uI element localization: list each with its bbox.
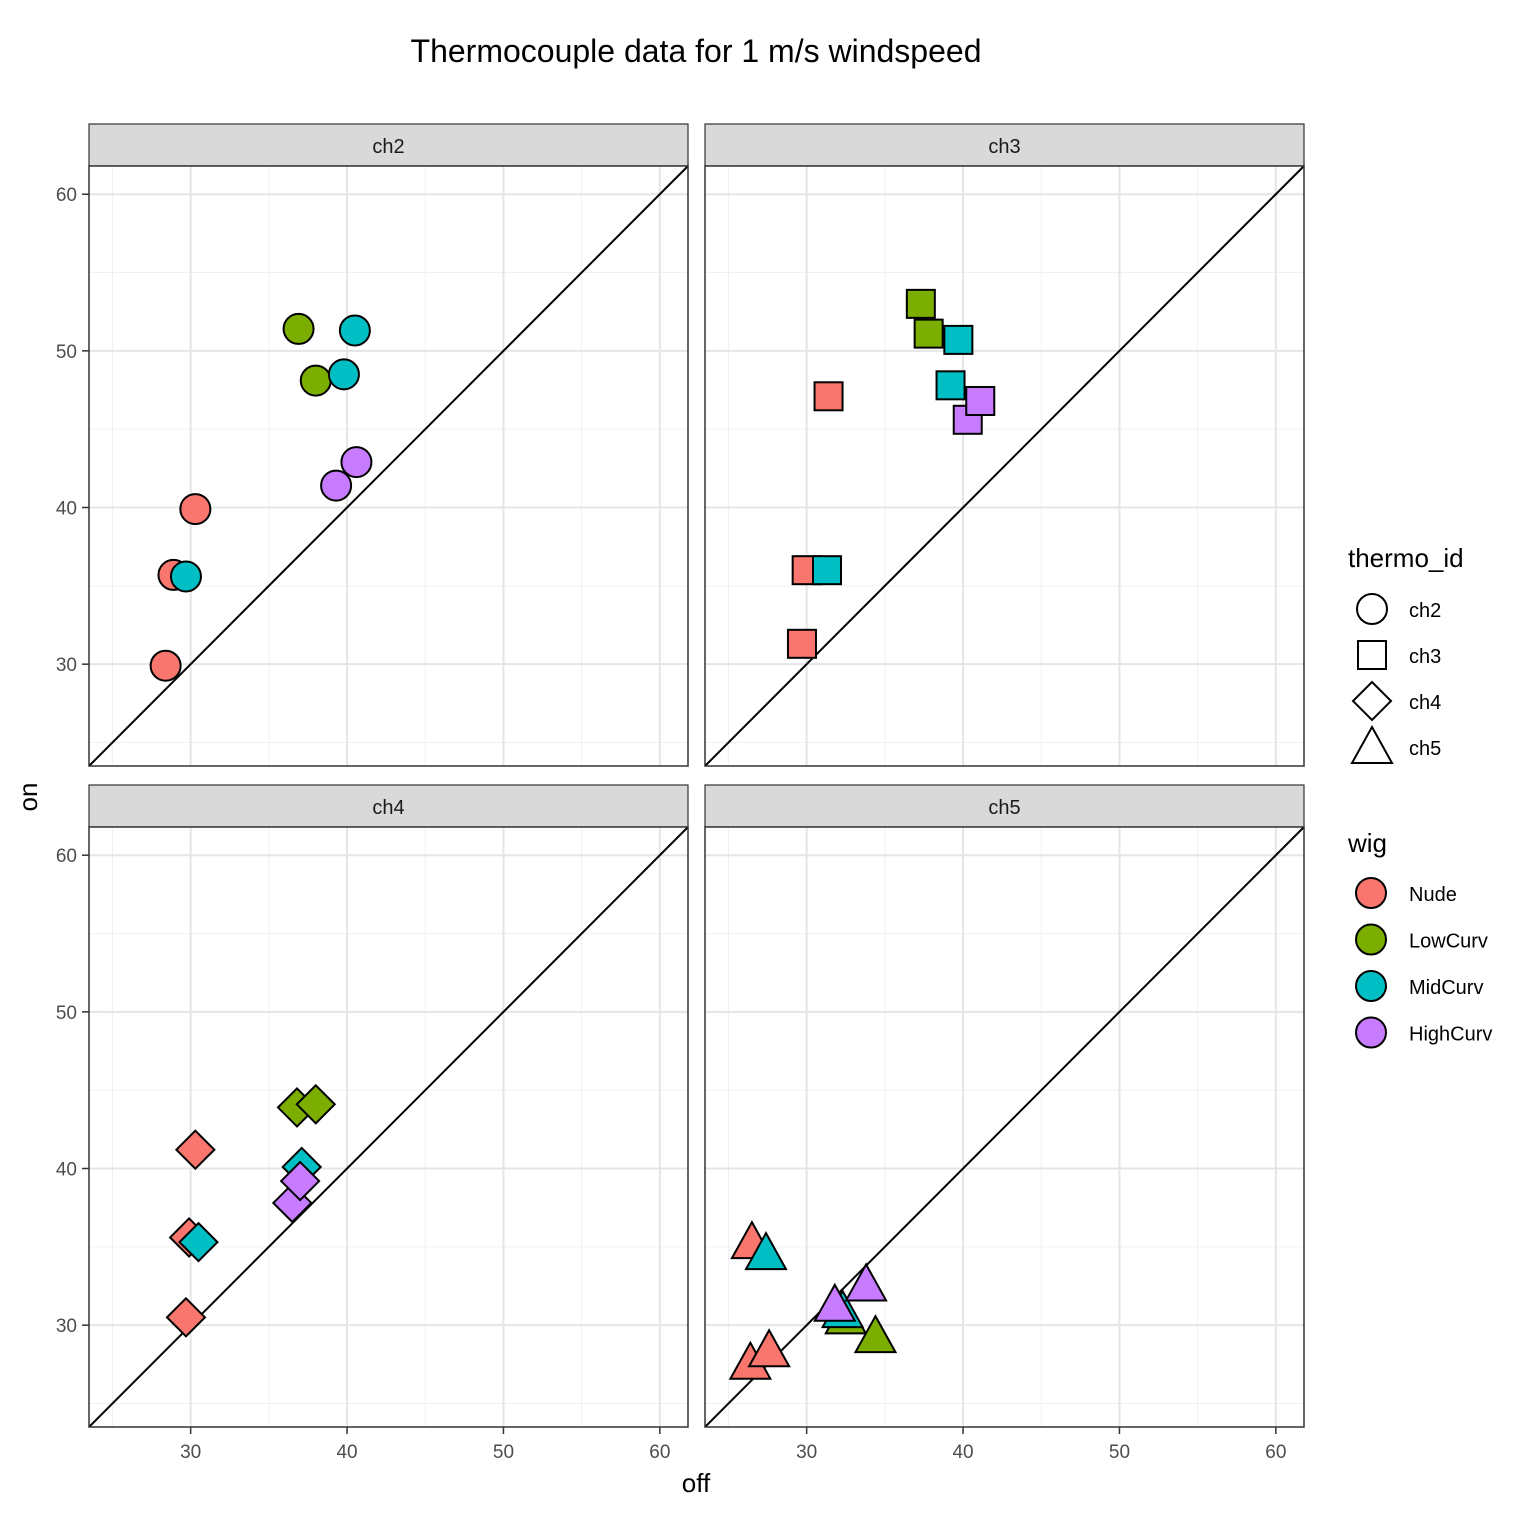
legend: thermo_id ch2 ch3 ch4 ch5 wig Nude LowCurv MidCu… — [1347, 543, 1492, 1049]
data-point — [747, 1328, 791, 1368]
data-point — [165, 1296, 207, 1338]
facet-strip-label: ch5 — [988, 797, 1020, 819]
data-point — [178, 1221, 219, 1263]
y-axis-title: on — [13, 783, 43, 812]
identity-line — [704, 826, 1305, 1428]
data-point — [811, 555, 842, 586]
y-tick-label: 60 — [56, 185, 77, 206]
legend-key-Nude — [1355, 877, 1387, 909]
y-tick-label: 40 — [56, 1160, 77, 1181]
data-point — [744, 1231, 788, 1271]
x-tick-label: 60 — [649, 1442, 670, 1463]
data-point — [340, 446, 373, 479]
y-tick-label: 30 — [56, 1316, 77, 1337]
data-point — [853, 1314, 898, 1354]
facet-strip — [88, 784, 689, 828]
legend-key-ch5 — [1350, 724, 1394, 764]
data-point — [179, 493, 212, 526]
data-point — [279, 1160, 321, 1202]
x-tick-label: 50 — [493, 1442, 514, 1463]
legend-key-LowCurv — [1355, 923, 1387, 956]
legend-label-HighCurv: HighCurv — [1409, 1024, 1492, 1046]
chart-title: Thermocouple data for 1 m/s windspeed — [411, 33, 982, 69]
panel-border — [88, 826, 689, 1428]
legend-label-Nude: Nude — [1409, 884, 1457, 906]
data-point — [935, 370, 966, 401]
legend-key-ch2 — [1356, 593, 1388, 625]
y-tick-label: 40 — [56, 499, 77, 520]
x-tick-label: 40 — [336, 1442, 357, 1463]
x-axis-title: off — [682, 1468, 711, 1498]
legend-key-HighCurv — [1355, 1016, 1387, 1049]
x-tick-label: 30 — [180, 1442, 201, 1463]
data-point — [299, 364, 332, 397]
identity-line — [704, 165, 1305, 767]
legend-key-ch3 — [1357, 640, 1387, 670]
data-point — [282, 312, 315, 345]
y-tick-label: 50 — [56, 342, 77, 363]
x-tick-label: 50 — [1109, 1442, 1130, 1463]
legend-title-wig: wig — [1347, 828, 1387, 858]
data-point — [965, 385, 996, 416]
x-tick-label: 40 — [952, 1442, 973, 1463]
legend-label-ch3: ch3 — [1409, 646, 1441, 668]
data-point — [905, 288, 936, 319]
data-point — [943, 324, 974, 355]
data-point — [786, 628, 817, 659]
legend-label-ch5: ch5 — [1409, 738, 1441, 760]
facet-strip — [704, 123, 1305, 167]
x-tick-label: 60 — [1265, 1442, 1286, 1463]
data-point — [338, 314, 371, 347]
data-point — [320, 469, 353, 502]
legend-label-ch2: ch2 — [1409, 600, 1441, 622]
facet-strip-label: ch4 — [372, 797, 404, 819]
data-point — [813, 381, 844, 412]
facet-strip — [704, 784, 1305, 828]
panel-border — [88, 165, 689, 767]
facet-panels: ch2 30 40 50 60 ch3 ch4 30 40 50 60 30 40 50 60 ch5 30 40… — [56, 123, 1305, 1463]
facet-panel-ch3: ch3 — [704, 123, 1305, 767]
legend-key-MidCurv — [1355, 970, 1387, 1002]
facet-strip — [88, 123, 689, 167]
legend-label-MidCurv: MidCurv — [1409, 977, 1483, 999]
y-tick-label: 50 — [56, 1003, 77, 1024]
data-point — [174, 1129, 216, 1171]
x-tick-label: 30 — [796, 1442, 817, 1463]
identity-line — [88, 165, 689, 767]
legend-key-ch4 — [1351, 680, 1393, 722]
data-point — [327, 358, 360, 391]
y-tick-label: 30 — [56, 655, 77, 676]
facet-panel-ch5: ch5 30 40 50 60 — [704, 784, 1305, 1463]
data-point — [149, 649, 182, 682]
facet-panel-ch4: ch4 30 40 50 60 30 40 50 60 — [56, 784, 689, 1463]
legend-label-ch4: ch4 — [1409, 692, 1441, 714]
data-point — [913, 318, 944, 349]
facet-panel-ch2: ch2 30 40 50 60 — [56, 123, 689, 767]
facet-strip-label: ch2 — [372, 136, 404, 158]
data-point — [295, 1083, 337, 1125]
facet-strip-label: ch3 — [988, 136, 1020, 158]
data-point — [169, 560, 202, 593]
data-point — [844, 1262, 888, 1302]
data-point — [813, 1282, 857, 1322]
panel-border — [704, 165, 1305, 767]
legend-label-LowCurv: LowCurv — [1409, 931, 1488, 953]
panel-border — [704, 826, 1305, 1428]
y-tick-label: 60 — [56, 846, 77, 867]
legend-title-thermo-id: thermo_id — [1348, 543, 1464, 573]
